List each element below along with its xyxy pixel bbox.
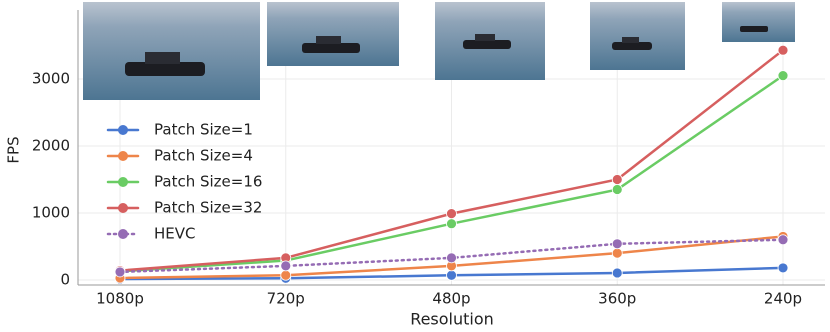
legend-label: Patch Size=32 [154, 199, 262, 217]
point [446, 208, 457, 220]
legend-label: Patch Size=4 [154, 147, 253, 165]
y-tick-label: 0 [60, 270, 70, 288]
point [280, 260, 292, 272]
legend-marker [118, 203, 128, 213]
point [777, 234, 789, 246]
point [114, 266, 126, 278]
point [611, 247, 623, 259]
point [777, 44, 789, 56]
point [611, 238, 623, 250]
thumbnails [83, 2, 795, 100]
x-tick-label: 240p [764, 290, 802, 308]
legend-marker [118, 177, 128, 187]
point [446, 269, 457, 281]
point [777, 70, 789, 82]
point [446, 252, 457, 264]
point [777, 262, 789, 274]
x-axis-label: Resolution [410, 310, 494, 329]
legend-marker [118, 151, 128, 161]
y-tick-label: 2000 [32, 136, 70, 154]
legend-marker [118, 125, 128, 135]
thumbnail [722, 2, 795, 42]
x-tick-label: 360p [598, 290, 636, 308]
y-tick-label: 3000 [32, 70, 70, 88]
legend-label: Patch Size=16 [154, 173, 262, 191]
thumbnail [83, 2, 260, 100]
thumbnail [435, 2, 545, 80]
point [446, 218, 457, 230]
point [280, 269, 292, 281]
x-tick-label: 480p [432, 290, 470, 308]
thumbnail [590, 2, 685, 70]
point [611, 267, 623, 279]
thumbnail [267, 2, 399, 66]
legend-label: HEVC [154, 225, 196, 243]
x-tick-label: 1080p [96, 290, 144, 308]
point [611, 174, 623, 185]
legend-marker [118, 229, 128, 239]
legend-label: Patch Size=1 [154, 121, 253, 139]
y-axis-label: FPS [5, 136, 23, 163]
y-tick-label: 1000 [32, 203, 70, 221]
point [611, 184, 623, 195]
x-tick-label: 720p [267, 290, 305, 308]
